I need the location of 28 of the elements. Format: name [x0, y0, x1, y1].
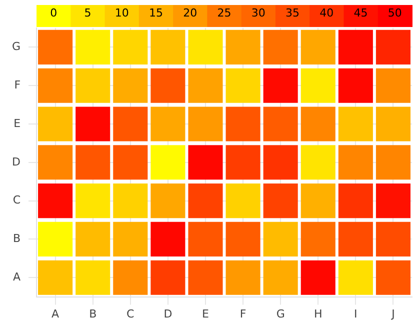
x-tick-label: I — [354, 307, 358, 320]
x-tick-label: J — [390, 307, 395, 320]
color-bar-label: 15 — [148, 6, 163, 20]
y-tick-label: D — [12, 155, 21, 168]
y-tick-label: C — [12, 194, 21, 207]
color-bar-label: 5 — [84, 6, 92, 20]
x-tick-label: E — [202, 307, 210, 320]
x-tick-label: D — [164, 307, 172, 320]
color-bar-label: 40 — [320, 6, 334, 20]
color-bar-label: 10 — [114, 6, 129, 20]
color-bar-label: 30 — [251, 6, 266, 20]
x-tick-label: A — [52, 307, 60, 320]
color-bar-label: 20 — [183, 6, 198, 20]
x-tick-label: F — [240, 307, 246, 320]
y-tick-label: E — [14, 116, 21, 130]
y-tick-label: B — [12, 232, 21, 246]
color-bar-label: 50 — [388, 6, 402, 20]
color-bar-label: 45 — [354, 6, 368, 20]
color-bar-label: 25 — [217, 6, 232, 20]
y-tick-label: F — [14, 78, 21, 92]
x-tick-label: G — [276, 307, 285, 320]
y-tick-label: G — [12, 40, 21, 54]
x-tick-label: H — [314, 307, 322, 320]
x-tick-label: C — [126, 307, 135, 320]
y-tick-label: A — [12, 270, 21, 284]
color-bar-label: 35 — [286, 6, 300, 20]
x-tick-label: B — [89, 307, 97, 320]
color-bar-label: 0 — [50, 6, 58, 20]
